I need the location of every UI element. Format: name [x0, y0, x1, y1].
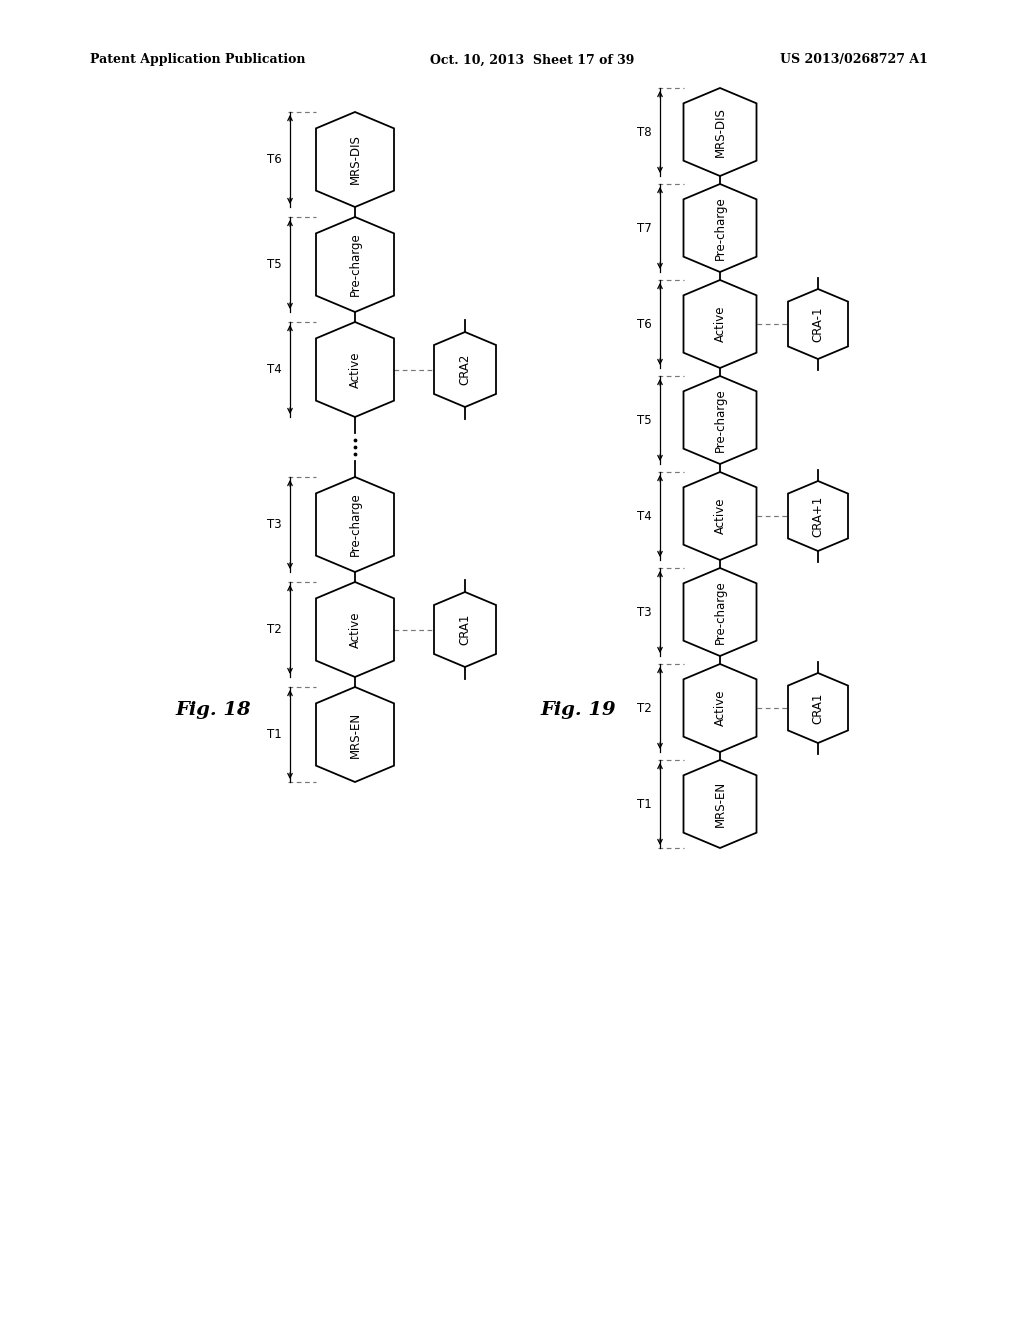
Text: Fig. 19: Fig. 19 [540, 701, 615, 719]
Text: US 2013/0268727 A1: US 2013/0268727 A1 [780, 54, 928, 66]
Text: T5: T5 [267, 257, 282, 271]
Text: Fig. 18: Fig. 18 [175, 701, 251, 719]
Text: CRA2: CRA2 [459, 354, 471, 385]
Text: Active: Active [714, 306, 726, 342]
Text: CRA+1: CRA+1 [811, 495, 824, 537]
Text: Pre-charge: Pre-charge [714, 579, 726, 644]
Text: Pre-charge: Pre-charge [714, 388, 726, 451]
Text: T4: T4 [637, 510, 652, 523]
Text: T3: T3 [637, 606, 652, 619]
Text: MRS-DIS: MRS-DIS [348, 135, 361, 185]
Text: CRA1: CRA1 [459, 614, 471, 645]
Text: Pre-charge: Pre-charge [348, 492, 361, 556]
Text: T4: T4 [267, 363, 282, 376]
Text: MRS-DIS: MRS-DIS [714, 107, 726, 157]
Text: MRS-EN: MRS-EN [714, 781, 726, 828]
Text: MRS-EN: MRS-EN [348, 711, 361, 758]
Text: T3: T3 [267, 517, 282, 531]
Text: T2: T2 [267, 623, 282, 636]
Text: Active: Active [348, 611, 361, 648]
Text: T7: T7 [637, 222, 652, 235]
Text: Pre-charge: Pre-charge [348, 232, 361, 297]
Text: T6: T6 [637, 318, 652, 330]
Text: T1: T1 [267, 729, 282, 741]
Text: T2: T2 [637, 701, 652, 714]
Text: T1: T1 [637, 797, 652, 810]
Text: Pre-charge: Pre-charge [714, 197, 726, 260]
Text: T6: T6 [267, 153, 282, 166]
Text: CRA-1: CRA-1 [811, 306, 824, 342]
Text: Active: Active [714, 690, 726, 726]
Text: Oct. 10, 2013  Sheet 17 of 39: Oct. 10, 2013 Sheet 17 of 39 [430, 54, 635, 66]
Text: Active: Active [348, 351, 361, 388]
Text: Patent Application Publication: Patent Application Publication [90, 54, 305, 66]
Text: T5: T5 [637, 413, 652, 426]
Text: T8: T8 [637, 125, 652, 139]
Text: Active: Active [714, 498, 726, 535]
Text: CRA1: CRA1 [811, 692, 824, 723]
